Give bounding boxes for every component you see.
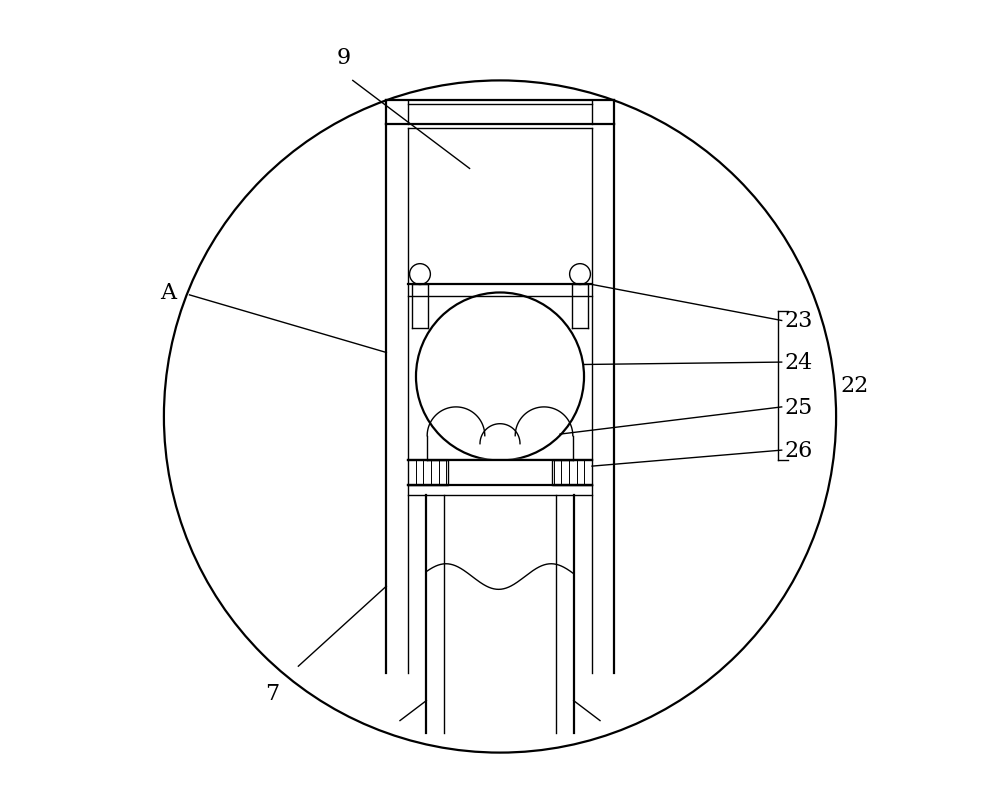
Text: 9: 9 <box>337 47 351 69</box>
Text: 26: 26 <box>784 439 812 461</box>
Text: 23: 23 <box>784 310 812 332</box>
Text: 25: 25 <box>784 396 812 419</box>
Text: 7: 7 <box>265 683 279 704</box>
Text: 24: 24 <box>784 351 812 374</box>
Text: A: A <box>160 282 176 304</box>
Text: 22: 22 <box>840 375 868 397</box>
